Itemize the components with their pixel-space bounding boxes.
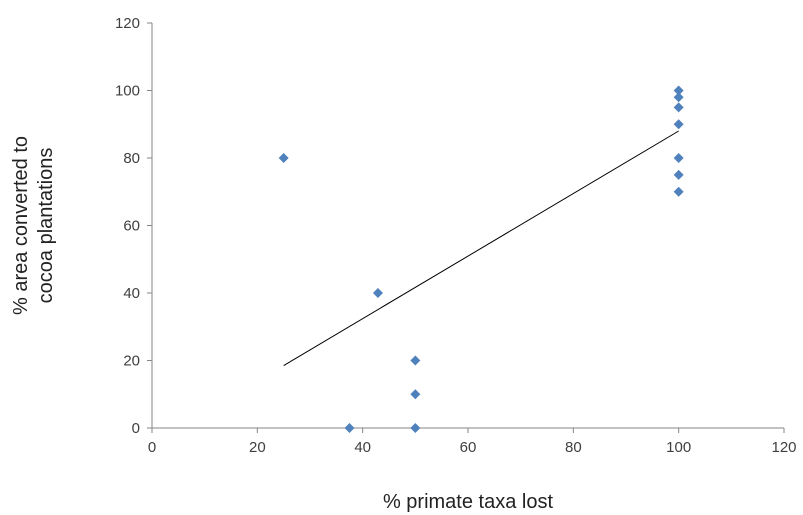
data-point [278,153,289,163]
x-tick-label: 80 [565,439,582,456]
trendline-group [283,130,679,366]
x-axis-title: % primate taxa lost [383,491,554,513]
data-point [344,423,355,433]
data-point [673,153,684,163]
data-point [372,288,383,298]
y-tick-label: 100 [115,83,140,100]
data-point [673,85,684,96]
y-tick-label: 40 [123,285,140,302]
ticks: 0 20 40 60 80 100 120 0 20 40 60 80 100 120 [115,15,797,456]
y-axis-title-line-1: % area converted to [10,136,32,315]
data-point [410,355,421,366]
x-tick-label: 20 [249,439,266,456]
x-tick-label: 0 [148,439,156,456]
data-point [410,423,421,433]
data-point [673,102,684,113]
y-tick-label: 80 [123,150,140,167]
x-tick-label: 120 [771,439,796,456]
x-tick-label: 40 [354,439,371,456]
y-tick-label: 0 [132,420,140,437]
axes [151,23,784,429]
trendline [283,130,679,366]
y-tick-label: 60 [123,218,140,235]
data-point [673,119,684,130]
y-tick-label: 120 [115,15,140,32]
x-tick-label: 100 [666,439,691,456]
data-point [410,389,421,400]
x-tick-label: 60 [460,439,477,456]
data-points [278,85,684,433]
data-point [673,186,684,197]
y-tick-label: 20 [123,353,140,370]
y-axis-title: % area converted to cocoa plantations [10,136,57,315]
y-axis-title-line-2: cocoa plantations [35,148,57,304]
data-point [673,169,684,180]
data-point [673,92,684,103]
